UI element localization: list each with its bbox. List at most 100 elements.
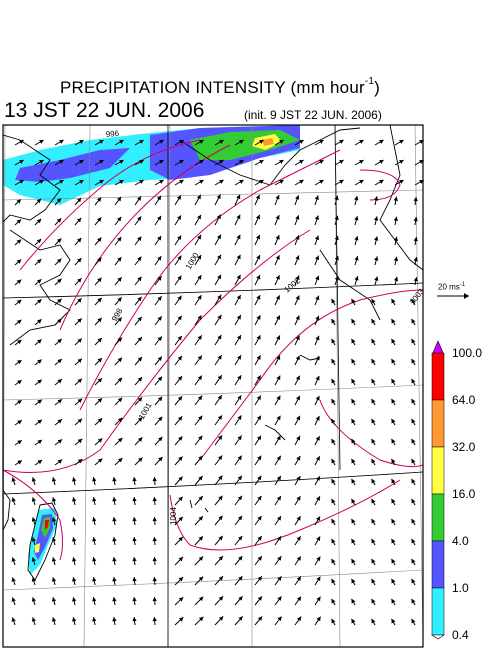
wind-arrow-head	[152, 477, 157, 482]
wind-arrow-head	[237, 495, 242, 501]
wind-arrow-head	[117, 216, 122, 222]
wind-arrow-head	[391, 578, 396, 584]
legend-swatch	[431, 399, 445, 448]
wind-arrow-head	[391, 618, 396, 624]
wind-arrow-head	[339, 160, 344, 164]
wind-arrow-head	[296, 576, 301, 581]
wind-arrow-head	[315, 436, 320, 441]
wind-arrow-head	[351, 618, 356, 624]
wind-arrow-head	[197, 234, 201, 240]
wind-arrow-head	[257, 455, 262, 461]
wind-arrow-head	[255, 214, 260, 220]
wind-arrow-head	[236, 194, 241, 200]
wind-arrow-head	[411, 618, 416, 624]
wind-arrow-head	[117, 397, 123, 403]
wind-arrow-head	[97, 257, 102, 263]
wind-arrow-head	[152, 617, 157, 622]
wind-arrow-head	[77, 418, 83, 424]
wind-arrow-head	[177, 356, 182, 361]
wind-arrow-head	[178, 617, 184, 622]
wind-arrow-head	[277, 516, 281, 521]
wind-arrow-head	[236, 254, 241, 260]
wind-arrow-head	[77, 278, 82, 283]
wind-arrow-head	[177, 255, 182, 261]
wind-arrow-head	[391, 398, 396, 404]
wind-arrow-head	[178, 516, 183, 522]
wind-arrow-head	[178, 597, 184, 602]
wind-arrow-head	[31, 497, 36, 502]
wind-arrow-head	[177, 295, 182, 301]
wind-arrow-head	[391, 538, 396, 544]
wind-arrow-head	[373, 196, 379, 201]
wind-arrow-head	[314, 215, 319, 220]
wind-arrow-head	[399, 140, 404, 144]
wind-arrow-head	[296, 556, 301, 561]
wind-arrow-head	[379, 180, 384, 184]
wind-arrow-head	[112, 497, 117, 502]
wind-arrow-head	[411, 458, 416, 464]
wind-arrow-head	[132, 497, 137, 502]
wind-arrow-head	[11, 577, 16, 582]
wind-arrow-head	[295, 295, 300, 300]
wind-arrow-head	[56, 218, 62, 223]
wind-arrow-head	[237, 335, 241, 340]
wind-arrow-head	[132, 557, 137, 562]
wind-arrow-head	[237, 455, 242, 461]
wind-arrow-head	[16, 239, 22, 244]
wind-arrow-head	[296, 596, 301, 602]
wind-arrow-head	[132, 597, 137, 602]
wind-arrow-head	[176, 195, 181, 200]
wind-arrow-head	[276, 395, 281, 401]
wind-arrow-head	[39, 140, 44, 144]
wind-arrow-head	[198, 516, 203, 521]
wind-arrow-head	[331, 598, 336, 604]
wind-arrow-head	[411, 498, 416, 504]
wind-arrow-head	[256, 395, 261, 400]
wind-arrow-head	[237, 355, 241, 360]
wind-arrow-head	[157, 396, 163, 402]
wind-arrow-head	[36, 218, 42, 224]
wind-arrow-head	[239, 180, 244, 184]
wind-arrow-head	[57, 439, 63, 444]
wind-arrow-head	[197, 295, 202, 300]
wind-arrow-head	[371, 478, 376, 484]
wind-arrow-head	[198, 476, 203, 481]
wind-arrow-head	[197, 375, 202, 381]
wind-arrow-head	[137, 216, 142, 221]
wind-arrow-head	[17, 460, 22, 465]
wind-arrow-head	[371, 518, 376, 524]
wind-arrow-head	[374, 256, 379, 261]
wind-arrow-head	[391, 458, 396, 464]
wind-arrow-head	[331, 558, 336, 564]
wind-arrow-head	[17, 319, 22, 324]
wind-arrow-head	[316, 496, 320, 501]
wind-arrow-head	[178, 436, 183, 441]
wind-arrow-head	[391, 338, 396, 344]
wind-arrow-head	[339, 140, 344, 144]
wind-arrow-head	[137, 357, 142, 362]
wind-arrow-head	[16, 279, 22, 284]
wind-arrow-head	[296, 496, 301, 501]
wind-arrow-head	[159, 140, 164, 144]
wind-arrow-head	[218, 455, 223, 461]
chart-title: PRECIPITATION INTENSITY (mm hour-1)	[59, 76, 381, 97]
wind-arrow-head	[393, 256, 399, 262]
wind-arrow-head	[259, 160, 264, 164]
wind-arrow-head	[299, 140, 304, 144]
wind-arrow-head	[216, 194, 221, 199]
wind-arrow-head	[351, 298, 356, 304]
wind-arrow-head	[218, 596, 224, 601]
wind-arrow-head	[51, 517, 57, 522]
wind-arrow-head	[92, 477, 97, 482]
wind-arrow-head	[236, 315, 241, 320]
wind-arrow-head	[36, 198, 42, 204]
wind-arrow-head	[256, 295, 261, 300]
wind-arrow-head	[391, 438, 396, 444]
wind-arrow-head	[51, 577, 57, 582]
wind-arrow-head	[19, 160, 24, 164]
wind-arrow-head	[413, 277, 418, 282]
wind-arrow-head	[316, 596, 321, 602]
wind-arrow-head	[296, 516, 301, 521]
wind-arrow-head	[137, 397, 143, 402]
wind-arrow-head	[411, 538, 416, 544]
